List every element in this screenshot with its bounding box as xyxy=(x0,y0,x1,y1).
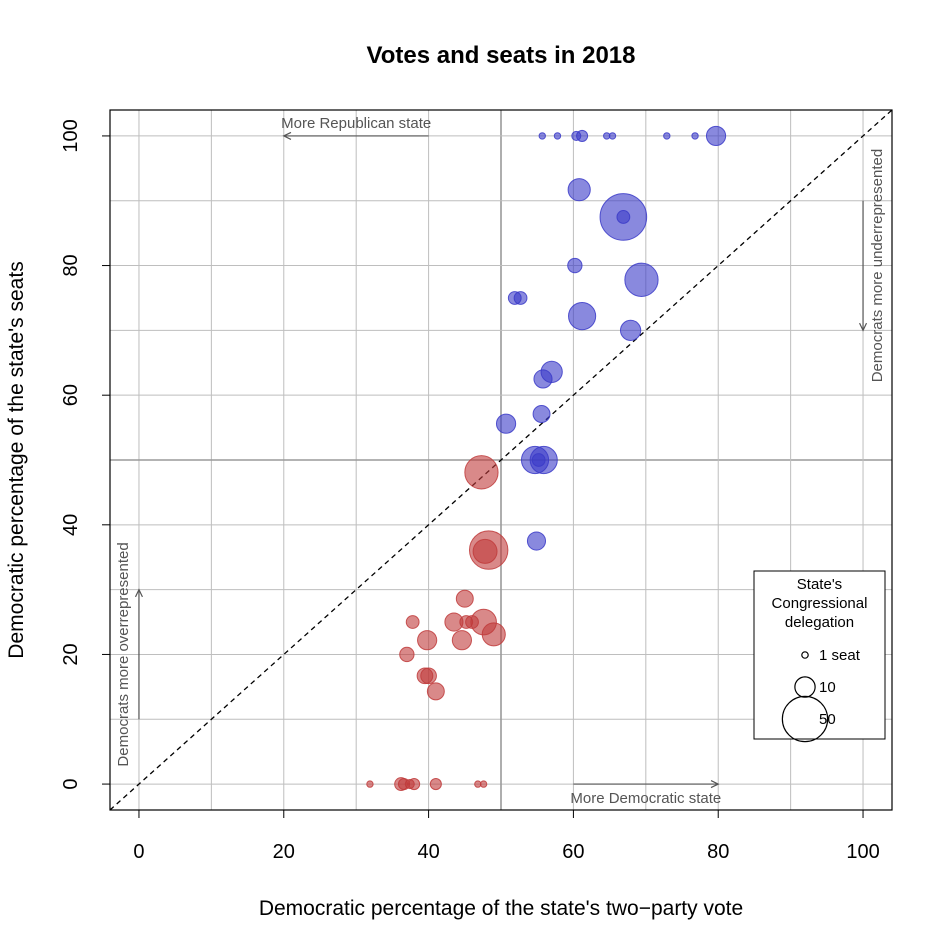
legend-box xyxy=(753,570,886,740)
y-tick-label: 80 xyxy=(60,254,82,276)
data-point xyxy=(553,132,562,140)
annotations: More Republican state More Democratic st… xyxy=(115,115,886,807)
arrow-more-republican-head xyxy=(282,131,292,140)
axis-ticks: 0 20 40 60 80 100 0 20 40 60 80 100 xyxy=(60,119,880,863)
legend-title-line: State's xyxy=(797,576,842,593)
data-point xyxy=(571,130,582,141)
y-tick-label: 60 xyxy=(60,384,82,406)
data-point xyxy=(472,538,498,564)
x-tick-label: 0 xyxy=(133,841,144,863)
arrow-democrats-underrepresented-head xyxy=(859,322,868,332)
data-point xyxy=(568,302,597,331)
annotation-democrats-overrepresented: Democrats more overrepresented xyxy=(115,542,132,766)
data-point xyxy=(608,132,617,140)
data-point xyxy=(481,622,506,647)
x-tick-label: 80 xyxy=(707,841,729,863)
data-point xyxy=(705,125,727,147)
x-tick-label: 20 xyxy=(273,841,295,863)
legend-title-line: Congressional xyxy=(772,595,868,612)
y-axis-label: Democratic percentage of the state's sea… xyxy=(5,261,28,658)
data-point xyxy=(464,455,499,490)
x-tick-label: 60 xyxy=(562,841,584,863)
grid xyxy=(110,110,892,810)
data-point xyxy=(495,413,517,434)
data-point xyxy=(567,178,591,202)
data-point xyxy=(691,132,699,140)
data-point xyxy=(405,615,420,629)
legend: State's Congressional delegation 1 seat 10 50 xyxy=(753,570,886,743)
annotation-more-democratic: More Democratic state xyxy=(570,790,721,807)
data-point xyxy=(455,589,474,608)
data-point xyxy=(531,453,546,467)
data-point xyxy=(420,667,437,685)
annotation-more-republican: More Republican state xyxy=(281,115,431,132)
chart-title: Votes and seats in 2018 xyxy=(366,42,635,69)
data-points xyxy=(366,125,727,791)
plot-frame xyxy=(109,109,893,811)
legend-symbol xyxy=(794,676,816,698)
data-point xyxy=(513,291,528,305)
data-point xyxy=(616,210,631,224)
data-point xyxy=(451,630,472,651)
data-point xyxy=(567,257,583,274)
data-point xyxy=(479,780,488,788)
data-point xyxy=(624,262,659,297)
data-point xyxy=(538,132,546,140)
data-point xyxy=(532,405,551,423)
y-tick-label: 40 xyxy=(60,514,82,536)
data-point xyxy=(404,779,415,790)
legend-label: 50 xyxy=(819,711,836,728)
legend-title-line: delegation xyxy=(785,614,854,631)
y-tick-label: 20 xyxy=(60,643,82,665)
legend-symbol xyxy=(801,651,809,659)
arrow-democrats-overrepresented-head xyxy=(134,588,143,598)
data-point xyxy=(465,615,479,629)
annotation-democrats-underrepresented: Democrats more underrepresented xyxy=(869,149,886,382)
data-point xyxy=(429,778,442,791)
data-point xyxy=(417,630,438,651)
legend-label: 10 xyxy=(819,679,836,696)
diagonal-reference-line xyxy=(109,109,893,811)
data-point xyxy=(366,780,374,788)
data-point xyxy=(619,319,642,341)
x-axis-label: Democratic percentage of the state's two… xyxy=(259,897,743,920)
arrow-more-democratic-head xyxy=(710,780,720,789)
x-tick-label: 40 xyxy=(417,841,439,863)
data-point xyxy=(663,132,671,140)
data-point xyxy=(533,369,553,389)
data-point xyxy=(526,531,547,551)
data-point xyxy=(426,682,445,701)
x-tick-label: 100 xyxy=(846,841,879,863)
legend-label: 1 seat xyxy=(819,647,861,664)
y-tick-label: 0 xyxy=(60,779,82,790)
legend-symbol xyxy=(781,695,829,743)
data-point xyxy=(399,646,415,663)
y-tick-label: 100 xyxy=(60,119,82,152)
